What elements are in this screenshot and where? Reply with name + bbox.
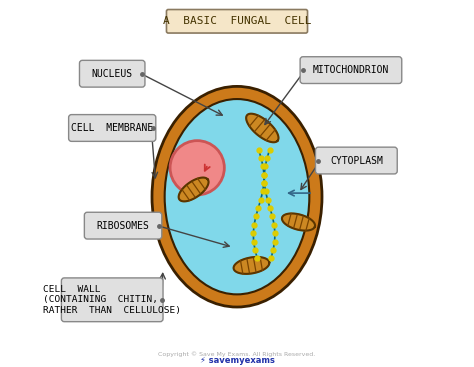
- Ellipse shape: [164, 99, 310, 294]
- Text: CYTOPLASM: CYTOPLASM: [330, 156, 383, 166]
- Polygon shape: [179, 178, 209, 201]
- Text: ⚡ savemyexams: ⚡ savemyexams: [200, 356, 274, 365]
- Text: CELL  MEMBRANE: CELL MEMBRANE: [71, 123, 153, 133]
- Text: NUCLEUS: NUCLEUS: [91, 69, 133, 79]
- FancyBboxPatch shape: [166, 10, 308, 33]
- Text: RIBOSOMES: RIBOSOMES: [97, 221, 149, 230]
- FancyBboxPatch shape: [300, 57, 402, 84]
- Ellipse shape: [152, 86, 322, 307]
- FancyBboxPatch shape: [69, 115, 156, 141]
- Text: A  BASIC  FUNGAL  CELL: A BASIC FUNGAL CELL: [163, 16, 311, 26]
- Ellipse shape: [170, 141, 224, 195]
- Polygon shape: [282, 214, 315, 230]
- Polygon shape: [234, 257, 269, 274]
- FancyBboxPatch shape: [316, 147, 397, 174]
- FancyBboxPatch shape: [84, 212, 162, 239]
- Polygon shape: [246, 114, 278, 142]
- Text: MITOCHONDRION: MITOCHONDRION: [313, 65, 389, 75]
- FancyBboxPatch shape: [62, 278, 163, 321]
- FancyBboxPatch shape: [80, 60, 145, 87]
- Text: Copyright © Save My Exams. All Rights Reserved.: Copyright © Save My Exams. All Rights Re…: [158, 351, 316, 357]
- Text: CELL  WALL
(CONTAINING  CHITIN,
RATHER  THAN  CELLULOSE): CELL WALL (CONTAINING CHITIN, RATHER THA…: [43, 285, 181, 315]
